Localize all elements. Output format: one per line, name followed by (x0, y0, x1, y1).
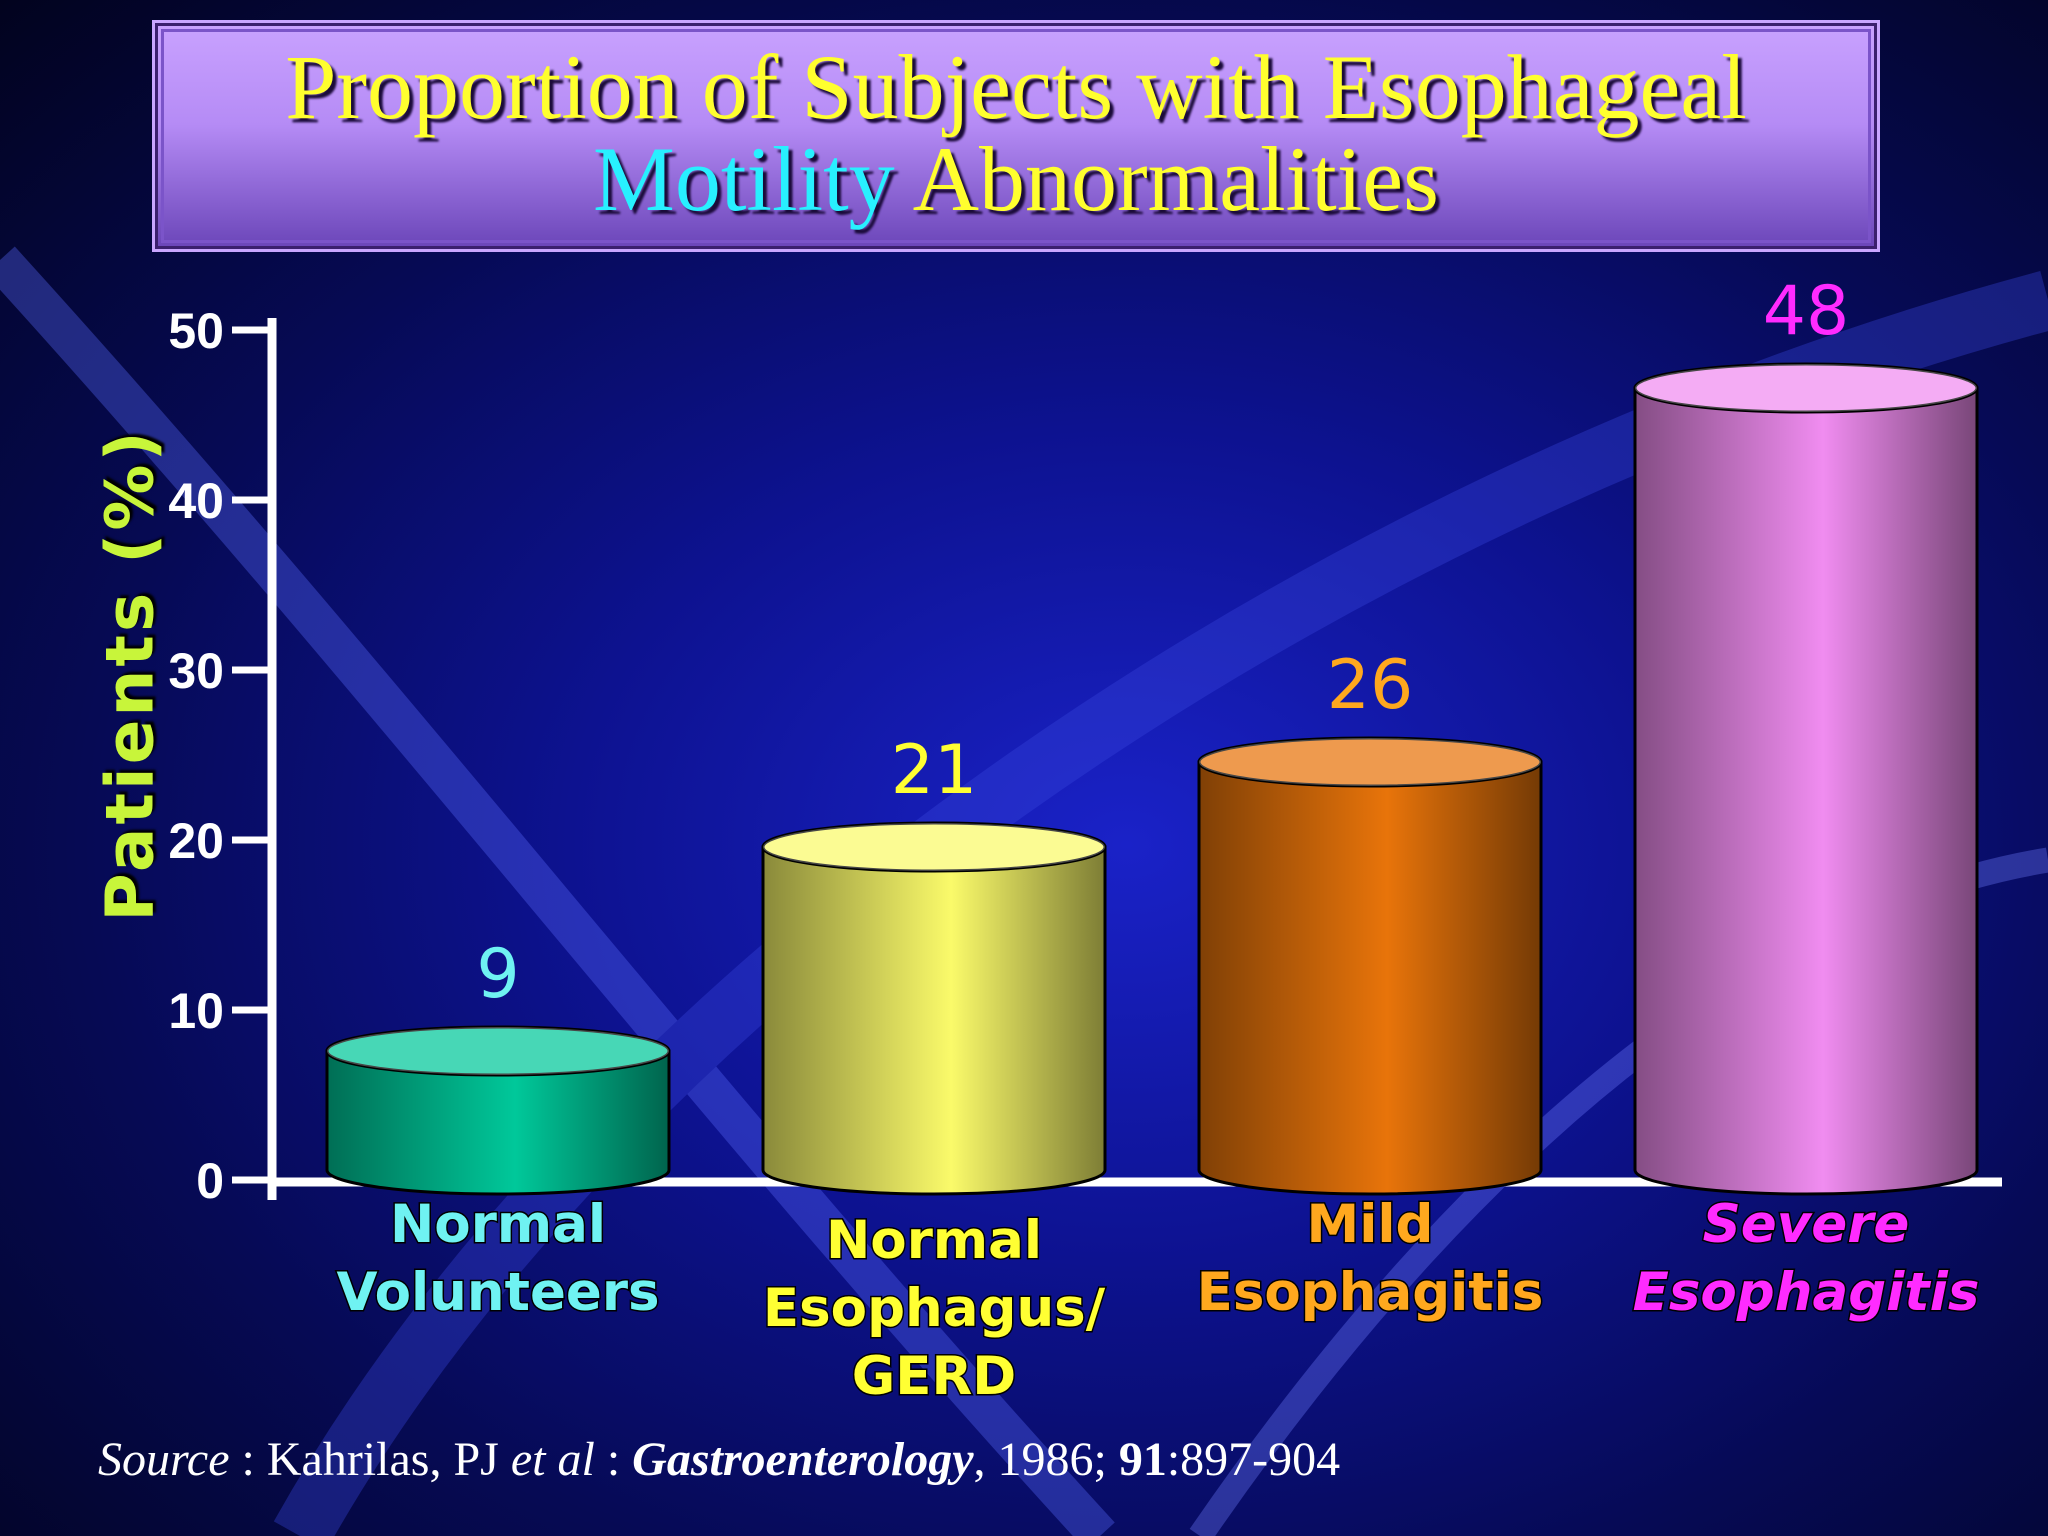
title-banner: Proportion of Subjects with Esophageal M… (152, 20, 1880, 252)
bar-shading (1199, 762, 1541, 1194)
y-tick-label: 30 (168, 643, 224, 699)
bar-top-highlight (1635, 364, 1977, 412)
data-label: 21 (891, 731, 978, 810)
bar-top (1633, 362, 1979, 414)
bar-top (325, 1025, 671, 1077)
x-category-label-line: Severe (1703, 1194, 1910, 1255)
data-label: 9 (476, 935, 519, 1014)
source-year: , 1986; (973, 1433, 1119, 1486)
x-category-label-line: Volunteers (336, 1262, 659, 1323)
source-sep: : (594, 1433, 633, 1486)
x-category-label-line: GERD (852, 1346, 1017, 1407)
bar-shading (1635, 388, 1977, 1194)
chart-title-abnormalities: Abnormalities (894, 128, 1439, 230)
data-label: 26 (1327, 646, 1414, 725)
data-label: 48 (1763, 272, 1850, 351)
source-authors: : Kahrilas, PJ (229, 1433, 511, 1486)
x-category-label: Normal Volunteers (336, 1194, 659, 1323)
source-pages: :897-904 (1166, 1433, 1341, 1486)
y-tick-label: 40 (168, 473, 224, 529)
bar-shading (763, 847, 1105, 1194)
x-category-label: Mild Esophagitis (1197, 1194, 1544, 1323)
bar-shading (327, 1051, 669, 1194)
chart-title-line-2: Motility Abnormalities (155, 133, 1877, 225)
source-etal: et al (510, 1433, 595, 1486)
y-tick-label: 10 (168, 983, 224, 1039)
bar-top-highlight (763, 823, 1105, 871)
bar-top (761, 821, 1107, 873)
bar-top-highlight (1199, 738, 1541, 786)
y-tick-label: 50 (168, 303, 224, 359)
x-category-label-line: Esophagus/ (763, 1278, 1106, 1339)
x-category-label: Severe Esophagitis (1633, 1194, 1980, 1323)
x-category-label-line: Esophagitis (1633, 1262, 1980, 1323)
x-category-label-line: Mild (1306, 1194, 1433, 1255)
y-tick-label: 0 (196, 1153, 224, 1209)
y-tick-label: 20 (168, 813, 224, 869)
x-category-label-line: Normal (826, 1210, 1042, 1271)
source-volume: 91 (1118, 1433, 1167, 1486)
bar-top-highlight (327, 1027, 669, 1075)
x-category-label-line: Normal (390, 1194, 606, 1255)
chart-title-line-1: Proportion of Subjects with Esophageal (285, 36, 1747, 138)
source-citation: Source : Kahrilas, PJ et al : Gastroente… (98, 1432, 1340, 1487)
source-label: Source (98, 1433, 230, 1486)
x-category-label: Normal Esophagus/GERD (763, 1210, 1106, 1407)
chart-title-motility: Motility (593, 128, 895, 230)
source-journal: Gastroenterology (632, 1433, 974, 1486)
bar-top (1197, 736, 1543, 788)
x-category-label-line: Esophagitis (1197, 1262, 1544, 1323)
